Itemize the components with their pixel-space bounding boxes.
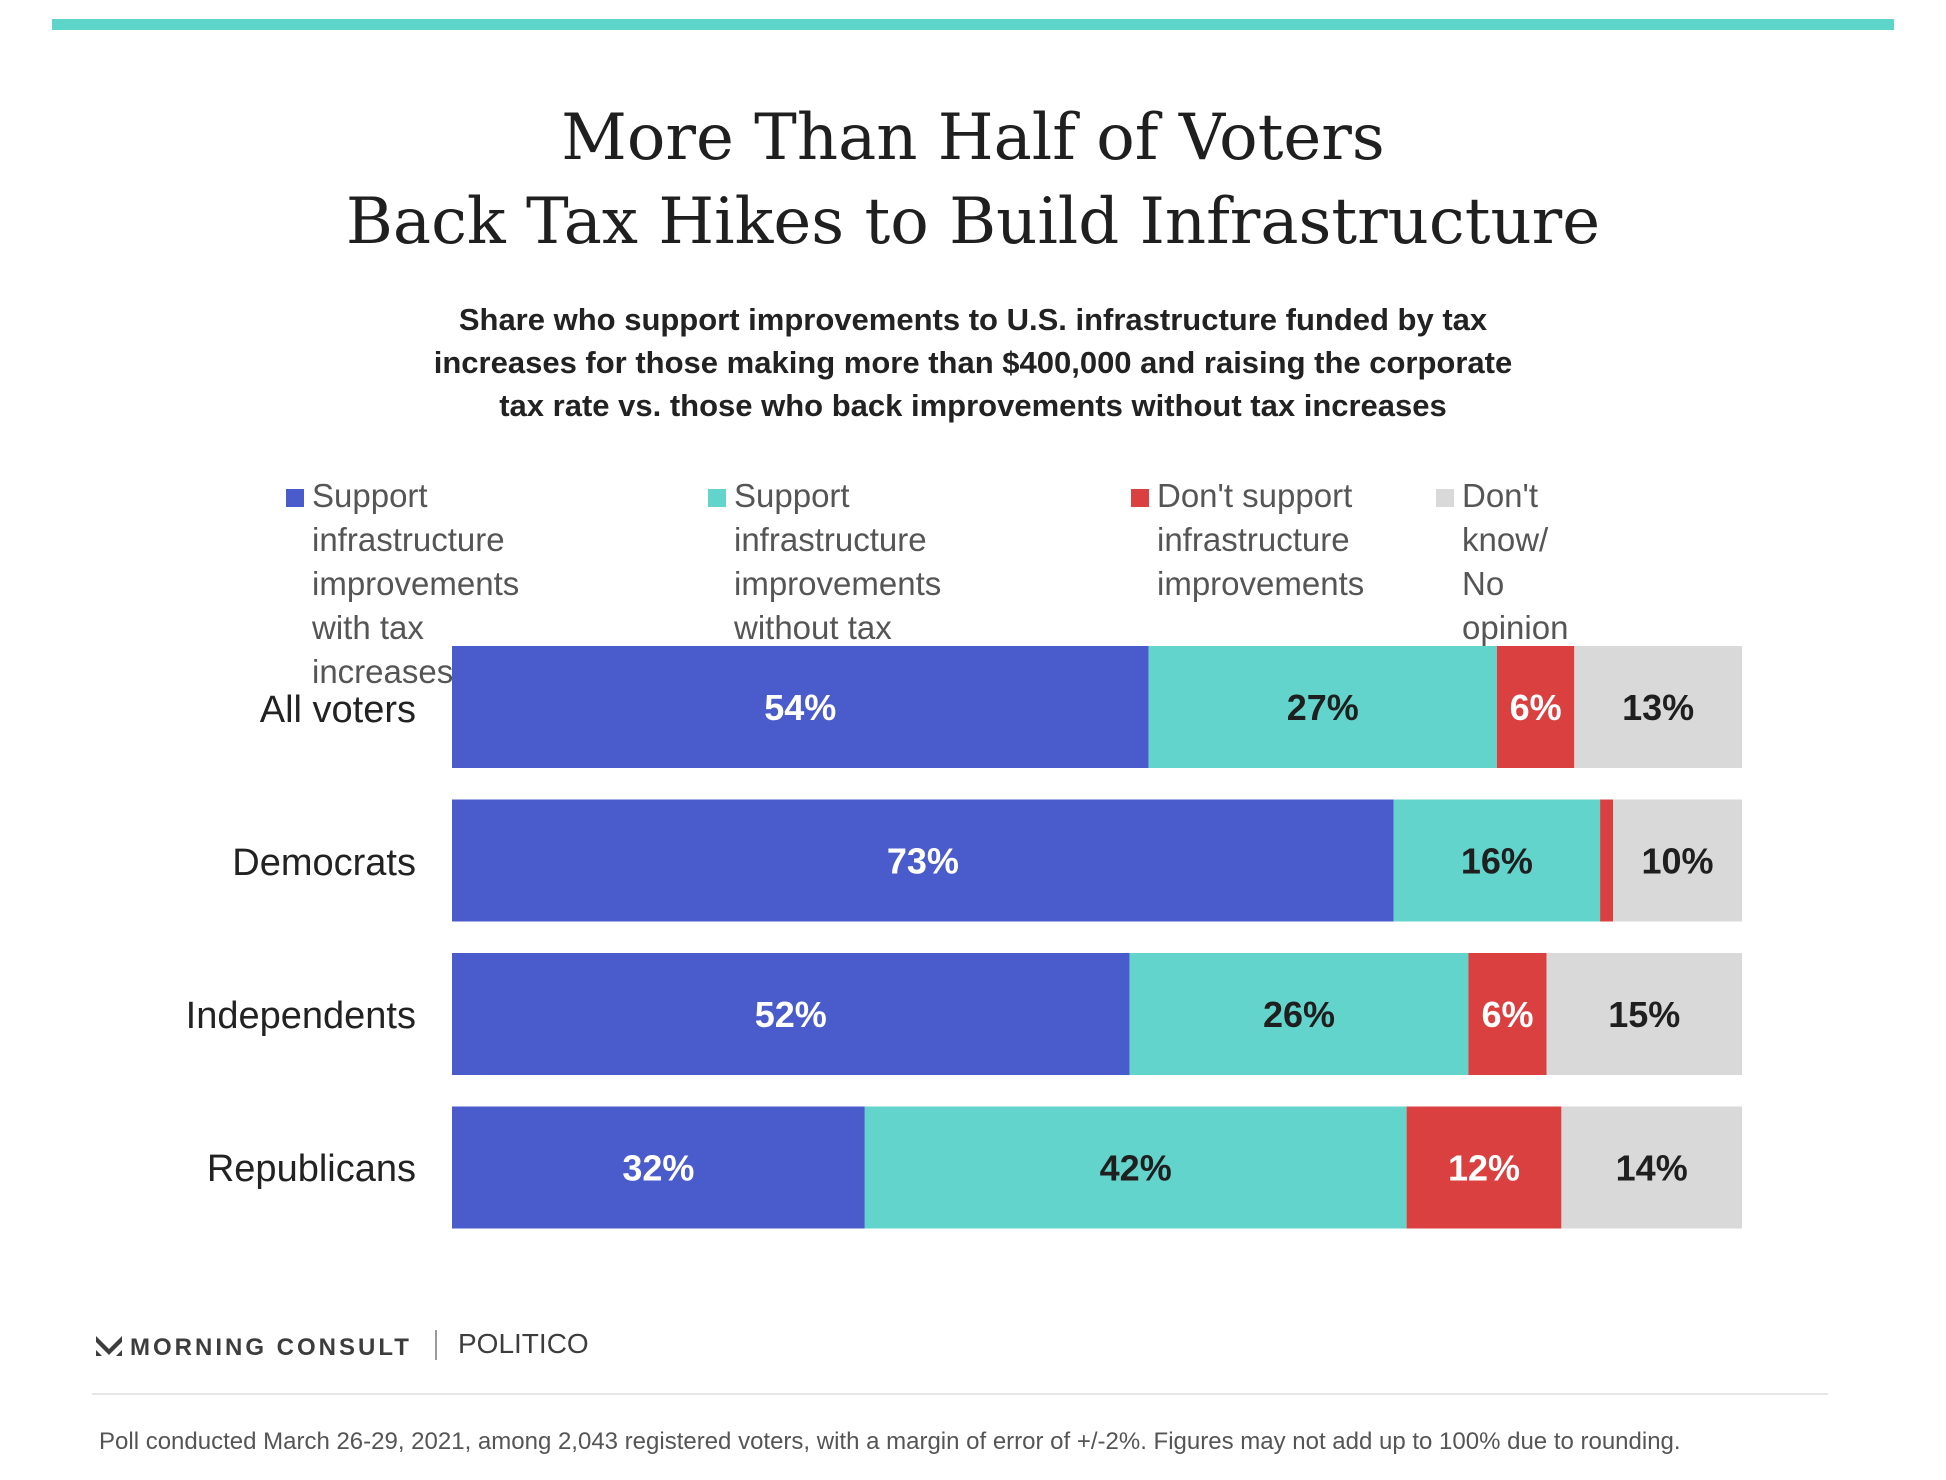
- row-label-independents: Independents: [185, 995, 416, 1037]
- row-label-all-voters: All voters: [259, 689, 416, 731]
- brand-divider: [435, 1330, 437, 1360]
- legend-swatch-with-tax: [286, 489, 304, 507]
- data-label-all-voters-dont-support: 6%: [1510, 687, 1562, 728]
- stacked-bar-chart: 54% 27% 6% 13% 73% 16% 10% 52% 26% 6% 15% 32% 42% 12%…: [452, 646, 1742, 1229]
- bar-democrats-with-tax: [452, 799, 1394, 922]
- subtitle-line-1: Share who support improvements to U.S. i…: [458, 302, 1488, 337]
- data-label-democrats-dont-know: 10%: [1641, 841, 1713, 882]
- data-label-all-voters-dont-know: 13%: [1622, 687, 1694, 728]
- bar-republicans-dont-support: [1406, 1106, 1562, 1229]
- data-label-republicans-dont-know: 14%: [1616, 1148, 1688, 1189]
- bar-independents-with-tax: [452, 953, 1130, 1075]
- row-label-democrats: Democrats: [232, 842, 416, 884]
- footnote: Poll conducted March 26-29, 2021, among …: [99, 1428, 1681, 1455]
- partner-name: POLITICO: [458, 1328, 589, 1359]
- bar-republicans-with-tax: [452, 1106, 865, 1229]
- bar-independents-dont-know: [1546, 953, 1742, 1075]
- bar-democrats-dont-know: [1613, 799, 1742, 922]
- title-line-1: More Than Half of Voters: [561, 101, 1385, 175]
- data-label-all-voters-with-tax: 54%: [764, 687, 836, 728]
- subtitle-line-3: tax rate vs. those who back improvements…: [499, 388, 1447, 423]
- bar-all-voters-with-tax: [452, 646, 1149, 768]
- data-label-democrats-with-tax: 73%: [887, 841, 959, 882]
- bar-democrats-without-tax: [1393, 799, 1601, 922]
- bar-all-voters-dont-know: [1574, 646, 1742, 768]
- chart-subtitle: Share who support improvements to U.S. i…: [313, 298, 1633, 427]
- bar-independents-without-tax: [1129, 953, 1469, 1075]
- data-label-republicans-with-tax: 32%: [622, 1148, 694, 1189]
- morning-consult-logo-icon: [96, 1336, 122, 1356]
- data-label-all-voters-without-tax: 27%: [1287, 687, 1359, 728]
- bar-republicans-without-tax: [864, 1106, 1407, 1229]
- bar-republicans-dont-know: [1561, 1106, 1742, 1229]
- bar-democrats-dont-support: [1600, 799, 1613, 922]
- legend-label-with-tax: Support infrastructure improvements with t…: [312, 477, 520, 690]
- bar-all-voters-without-tax: [1148, 646, 1497, 768]
- data-label-independents-without-tax: 26%: [1263, 994, 1335, 1035]
- bar-all-voters-dont-support: [1496, 646, 1575, 768]
- footer-rule: [92, 1393, 1828, 1395]
- subtitle-line-2: increases for those making more than $40…: [433, 345, 1513, 380]
- data-label-independents-dont-know: 15%: [1608, 994, 1680, 1035]
- row-label-republicans: Republicans: [206, 1148, 416, 1190]
- data-label-independents-dont-support: 6%: [1481, 994, 1533, 1035]
- legend-label-dont-support: Don't support infrastructure improvements: [1157, 477, 1365, 602]
- legend-swatch-dont-know: [1436, 489, 1454, 507]
- top-accent-rule: [52, 19, 1894, 30]
- title-line-2: Back Tax Hikes to Build Infrastructure: [345, 185, 1601, 259]
- brand-name: MORNING CONSULT: [130, 1334, 412, 1361]
- data-label-republicans-without-tax: 42%: [1100, 1148, 1172, 1189]
- bar-independents-dont-support: [1468, 953, 1547, 1075]
- chart-title: More Than Half of Voters Back Tax Hikes …: [0, 96, 1946, 264]
- legend-label-dont-know: Don't know/No opinion: [1462, 477, 1569, 646]
- data-label-republicans-dont-support: 12%: [1448, 1148, 1520, 1189]
- data-label-democrats-without-tax: 16%: [1461, 841, 1533, 882]
- data-label-independents-with-tax: 52%: [755, 994, 827, 1035]
- legend-swatch-dont-support: [1131, 489, 1149, 507]
- legend-swatch-without-tax: [708, 489, 726, 507]
